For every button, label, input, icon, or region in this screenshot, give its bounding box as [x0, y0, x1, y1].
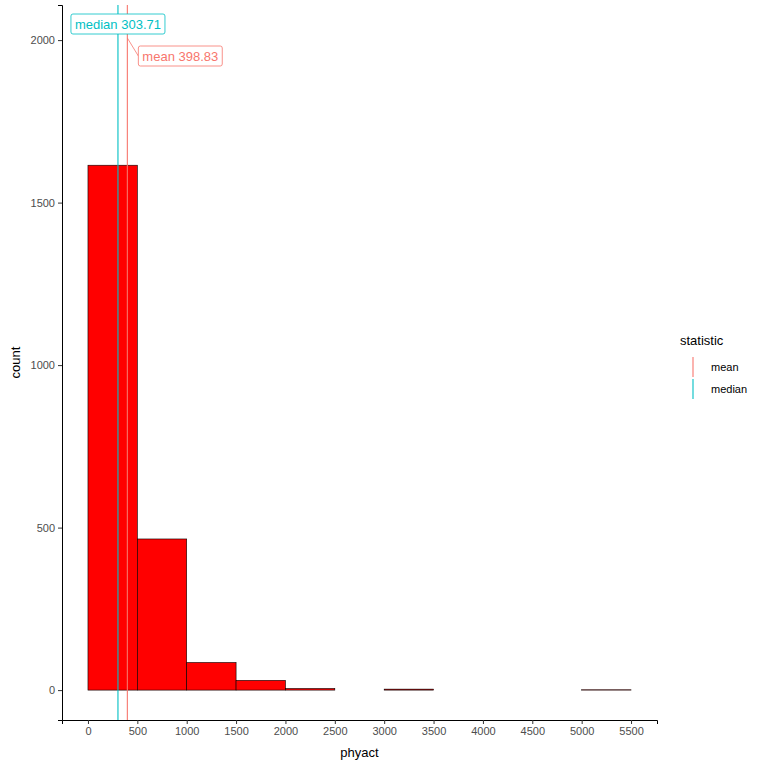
- tick-label: 4000: [471, 725, 495, 737]
- tick-label: 2000: [274, 725, 298, 737]
- tick-label: 500: [37, 522, 55, 534]
- tick-label: 5500: [619, 725, 643, 737]
- tick: 0: [49, 684, 62, 696]
- tick-label: 1000: [175, 725, 199, 737]
- y-axis-title: count: [8, 346, 23, 378]
- tick-label: 1500: [31, 197, 55, 209]
- tick-label: 4500: [521, 725, 545, 737]
- histogram-bar: [236, 680, 285, 690]
- histogram-bar: [532, 690, 581, 691]
- tick: 5000: [570, 720, 594, 737]
- histogram-bar: [434, 690, 483, 691]
- annotation-text: median 303.71: [75, 17, 161, 32]
- tick-mark: [58, 203, 62, 204]
- tick-mark: [434, 720, 435, 724]
- tick: 1500: [224, 720, 248, 737]
- legend-key: [692, 357, 693, 377]
- tick-mark: [532, 720, 533, 724]
- tick-label: 3500: [422, 725, 446, 737]
- chart: 0500100015002000250030003500400045005000…: [0, 0, 768, 768]
- tick: 2000: [274, 720, 298, 737]
- histogram-bar: [582, 689, 631, 690]
- tick-label: 2000: [31, 34, 55, 46]
- tick-mark: [58, 40, 62, 41]
- histogram-bar: [335, 690, 384, 691]
- tick: 500: [129, 720, 147, 737]
- tick-mark: [631, 720, 632, 724]
- tick: 500: [37, 522, 62, 534]
- axis-line: [63, 721, 658, 725]
- tick-mark: [58, 690, 62, 691]
- legend-key: [692, 379, 693, 399]
- x-axis-title: phyact: [340, 745, 379, 760]
- annotation-box: [71, 14, 165, 34]
- tick: 3500: [422, 720, 446, 737]
- tick: 1000: [175, 720, 199, 737]
- annotation-box: [138, 46, 222, 66]
- legend: statistic mean median: [680, 333, 747, 399]
- tick-label: 1000: [31, 359, 55, 371]
- tick-mark: [384, 720, 385, 724]
- tick-mark: [236, 720, 237, 724]
- axis-line: [58, 6, 63, 721]
- statistic-line: [117, 5, 118, 720]
- histogram-bar: [483, 690, 532, 691]
- histogram-bar: [137, 539, 186, 690]
- y-axis: 0 500 1000 1500 2000: [31, 6, 63, 721]
- tick-mark: [582, 720, 583, 724]
- tick-mark: [137, 720, 138, 724]
- tick: 3000: [372, 720, 396, 737]
- tick: 1000: [31, 359, 62, 371]
- x-axis: 0 500 1000 1500 2000 2500 3000 3500 4000 4500 5000…: [63, 720, 658, 737]
- tick-label: 500: [129, 725, 147, 737]
- annotations: mean 398.83 median 303.71: [71, 14, 222, 66]
- tick-mark: [483, 720, 484, 724]
- tick-mark: [88, 720, 89, 724]
- annotation-label: median 303.71: [71, 14, 165, 34]
- tick-label: 3000: [372, 725, 396, 737]
- tick: 1500: [31, 197, 62, 209]
- annotation-leader: [127, 38, 138, 56]
- tick: 5500: [619, 720, 643, 737]
- tick-label: 2500: [323, 725, 347, 737]
- tick-mark: [285, 720, 286, 724]
- tick-label: 0: [49, 684, 55, 696]
- legend-label: median: [711, 383, 747, 395]
- tick-mark: [187, 720, 188, 724]
- tick-label: 0: [85, 725, 91, 737]
- plot-area: [88, 5, 631, 720]
- histogram-bar: [384, 689, 433, 691]
- annotation-label: mean 398.83: [127, 38, 222, 66]
- statistic-line: [127, 5, 128, 720]
- tick: 2500: [323, 720, 347, 737]
- tick: 4000: [471, 720, 495, 737]
- legend-title: statistic: [680, 333, 724, 348]
- legend-label: mean: [711, 361, 739, 373]
- tick-mark: [58, 365, 62, 366]
- histogram-bar: [88, 165, 137, 690]
- tick: 4500: [521, 720, 545, 737]
- histogram-bar: [285, 688, 334, 690]
- tick-label: 5000: [570, 725, 594, 737]
- tick-label: 1500: [224, 725, 248, 737]
- tick-mark: [58, 528, 62, 529]
- tick: 0: [85, 720, 91, 737]
- histogram-bar: [187, 662, 236, 690]
- tick-mark: [335, 720, 336, 724]
- tick: 2000: [31, 34, 62, 46]
- annotation-text: mean 398.83: [142, 49, 218, 64]
